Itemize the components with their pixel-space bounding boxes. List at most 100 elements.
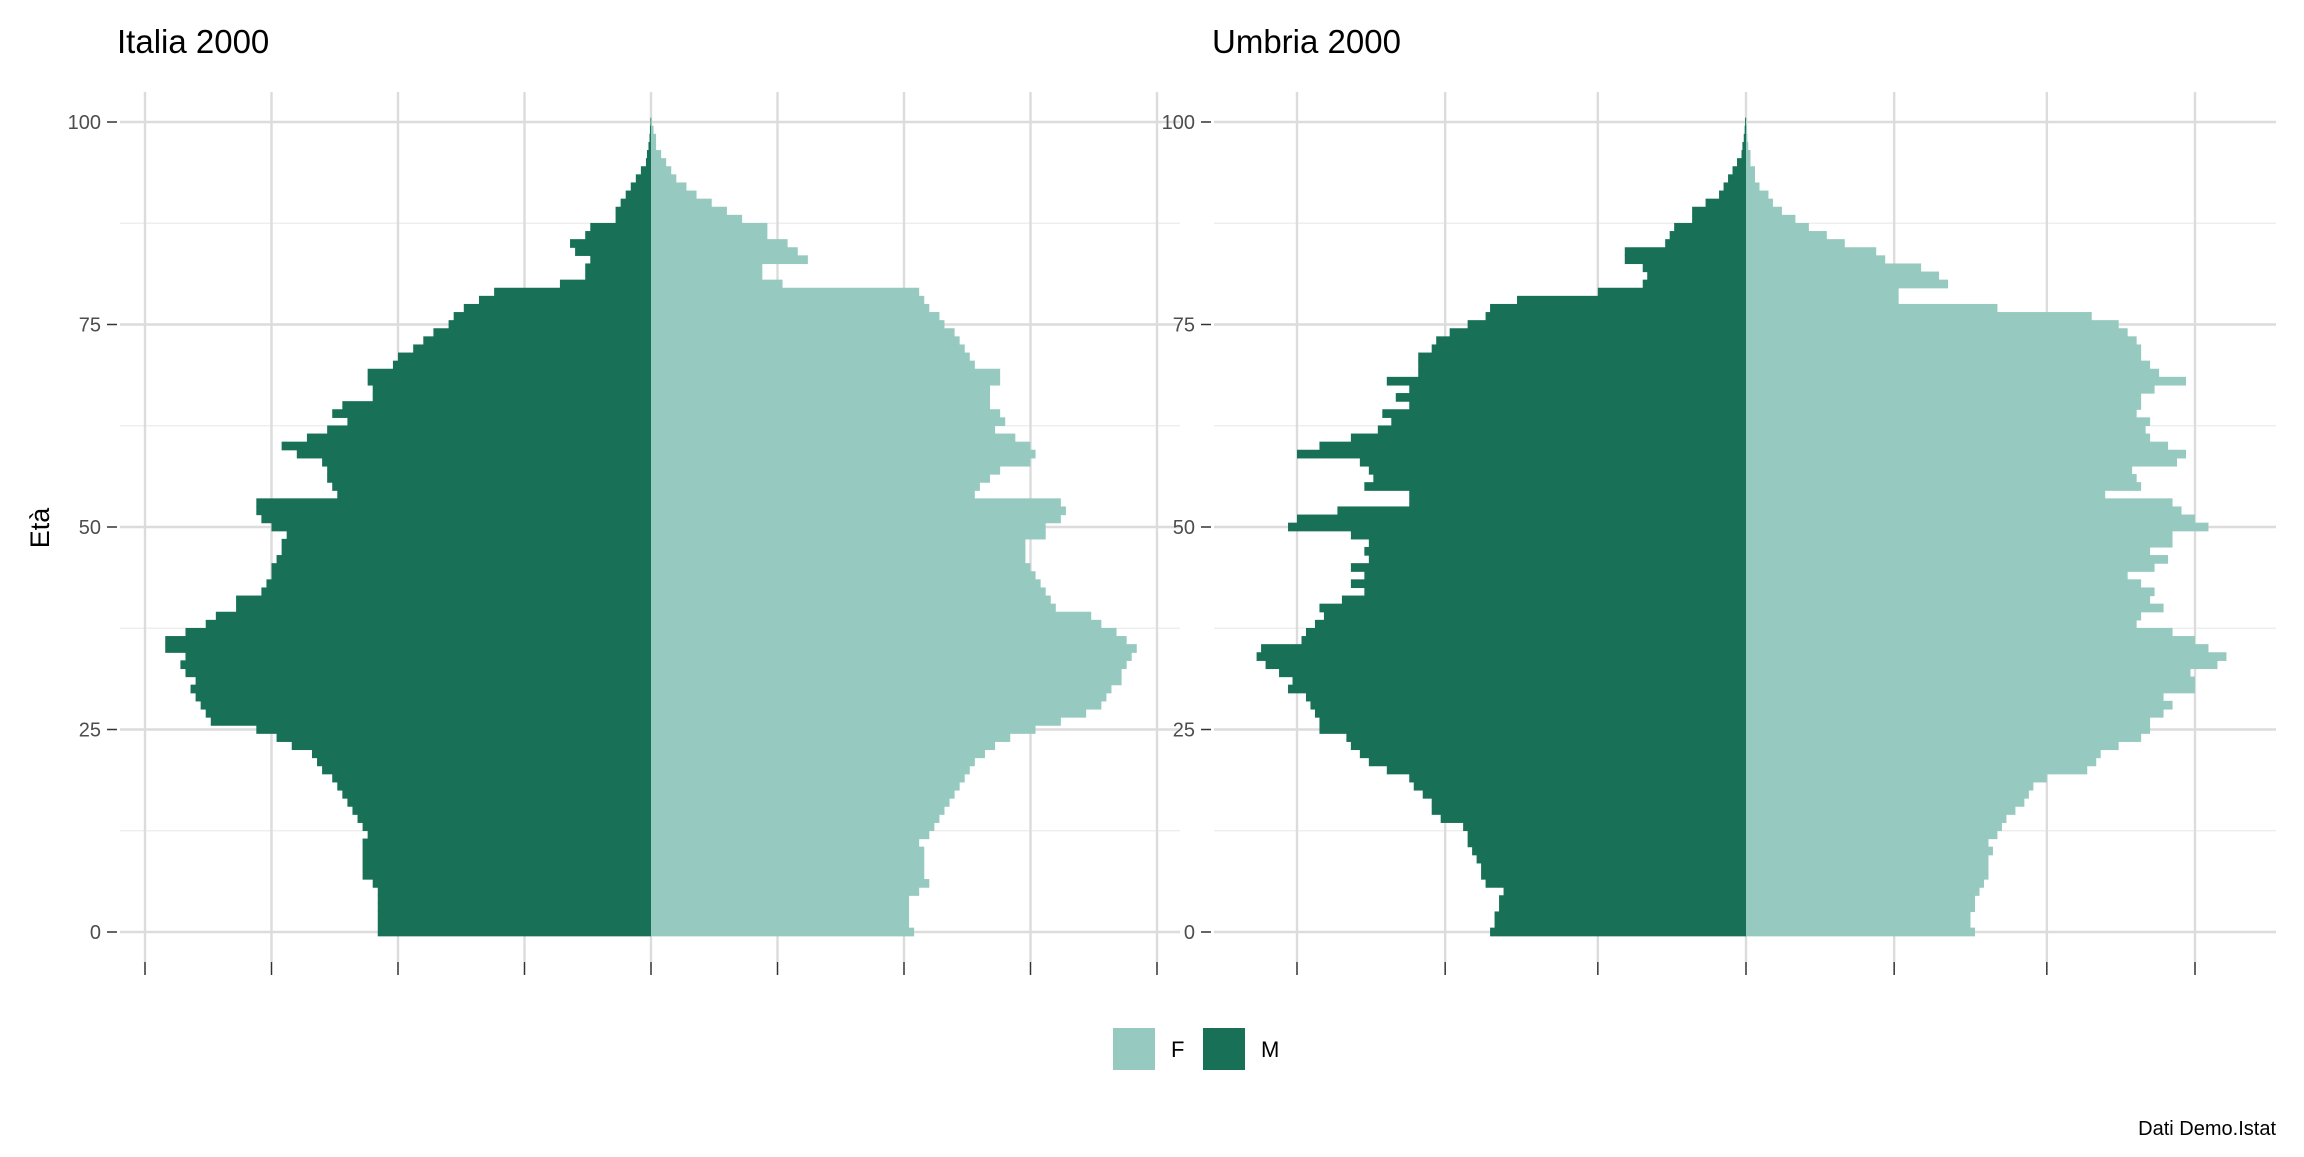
bar-F-age-16 (1746, 798, 2024, 807)
bar-M-age-36 (165, 636, 651, 645)
bar-F-age-13 (1746, 822, 2002, 831)
bar-F-age-77 (651, 304, 929, 313)
bar-M-age-26 (1319, 717, 1746, 726)
bar-F-age-8 (1746, 863, 1988, 872)
bar-F-age-58 (651, 458, 1031, 467)
bar-F-age-48 (1746, 539, 2173, 548)
bar-F-age-30 (1746, 685, 2195, 694)
bar-M-age-12 (368, 830, 651, 839)
bar-M-age-51 (1297, 515, 1746, 524)
bar-M-age-33 (1266, 660, 1746, 669)
bar-F-age-61 (1746, 434, 2150, 443)
bar-M-age-8 (1481, 863, 1746, 872)
bar-M-age-46 (277, 555, 651, 564)
bar-M-age-90 (1706, 199, 1746, 208)
bar-F-age-60 (1746, 442, 2168, 451)
bar-M-age-30 (191, 685, 651, 694)
bar-M-age-5 (378, 887, 651, 896)
bar-M-age-84 (575, 247, 651, 256)
bar-M-age-20 (1387, 766, 1746, 775)
bar-M-age-6 (373, 879, 651, 888)
bar-M-age-18 (1414, 782, 1746, 791)
bar-M-age-24 (277, 733, 651, 742)
bar-M-age-17 (342, 790, 651, 799)
bar-M-age-60 (282, 442, 651, 451)
bar-M-age-61 (1351, 434, 1746, 443)
bar-M-age-31 (1293, 677, 1746, 686)
panel-title: Umbria 2000 (1212, 23, 1401, 60)
bar-M-age-23 (1351, 741, 1746, 750)
bar-F-age-67 (651, 385, 990, 394)
bar-M-age-42 (261, 587, 651, 596)
legend-key-M (1203, 1028, 1245, 1070)
bar-F-age-39 (1746, 612, 2141, 621)
bar-M-age-14 (1441, 814, 1746, 823)
bar-M-age-82 (585, 263, 651, 272)
bar-F-age-97 (651, 142, 656, 151)
bar-F-age-85 (651, 239, 788, 248)
bar-F-age-18 (1746, 782, 2033, 791)
bar-F-age-65 (1746, 401, 2141, 410)
bar-M-age-60 (1319, 442, 1746, 451)
bar-M-age-69 (1418, 369, 1746, 378)
bar-F-age-19 (1746, 774, 2047, 783)
bar-M-age-48 (282, 539, 651, 548)
bar-M-age-34 (185, 652, 651, 661)
bar-M-age-87 (590, 223, 651, 232)
bar-F-age-24 (651, 733, 1010, 742)
bar-F-age-3 (1746, 903, 1975, 912)
bar-M-age-58 (322, 458, 651, 467)
bar-F-age-6 (1746, 879, 1984, 888)
bar-F-age-47 (1746, 547, 2150, 556)
y-tick-label: 25 (1173, 720, 1195, 742)
bar-M-age-56 (327, 474, 651, 483)
bar-F-age-50 (1746, 523, 2208, 532)
bar-F-age-76 (651, 312, 939, 321)
bar-F-age-80 (651, 280, 783, 289)
bar-F-age-0 (651, 928, 914, 937)
bar-M-age-58 (1360, 458, 1746, 467)
bar-F-age-51 (651, 515, 1061, 524)
y-tick-label: 0 (1184, 922, 1195, 944)
bar-M-age-19 (1409, 774, 1746, 783)
y-tick-label: 100 (68, 112, 101, 134)
bar-F-age-93 (651, 174, 676, 183)
bar-F-age-1 (651, 920, 909, 929)
bar-M-age-5 (1504, 887, 1746, 896)
bar-M-age-54 (1409, 490, 1746, 499)
bar-F-age-78 (1746, 296, 1899, 305)
y-tick-label: 75 (1173, 315, 1195, 337)
bar-F-age-71 (1746, 353, 2141, 362)
bar-F-age-72 (1746, 344, 2141, 353)
bar-M-age-82 (1643, 263, 1746, 272)
bar-M-age-76 (1486, 312, 1746, 321)
bar-F-age-56 (1746, 474, 2137, 483)
bar-F-age-4 (1746, 895, 1975, 904)
bar-M-age-85 (1665, 239, 1746, 248)
y-tick-label: 50 (1173, 517, 1195, 539)
bar-F-age-82 (1746, 263, 1921, 272)
bar-M-age-40 (236, 604, 651, 613)
bar-M-age-95 (1737, 158, 1746, 167)
bar-F-age-99 (651, 126, 654, 135)
bar-F-age-90 (651, 199, 712, 208)
bar-F-age-6 (651, 879, 929, 888)
bar-F-age-33 (651, 660, 1127, 669)
bar-M-age-51 (261, 515, 651, 524)
bar-F-age-63 (1746, 417, 2150, 426)
bar-F-age-9 (651, 855, 924, 864)
bar-F-age-43 (1746, 579, 2141, 588)
bar-F-age-66 (1746, 393, 2141, 402)
bar-F-age-94 (1746, 166, 1755, 175)
bar-M-age-99 (650, 126, 651, 135)
bar-M-age-20 (322, 766, 651, 775)
bar-M-age-30 (1288, 685, 1746, 694)
bar-M-age-65 (342, 401, 651, 410)
bar-F-age-38 (651, 620, 1101, 629)
bar-F-age-15 (651, 806, 944, 815)
bar-F-age-21 (1746, 758, 2096, 767)
y-tick-label: 50 (79, 517, 101, 539)
bar-F-age-0 (1746, 928, 1975, 937)
bar-F-age-73 (1746, 336, 2137, 345)
bar-F-age-74 (651, 328, 955, 337)
